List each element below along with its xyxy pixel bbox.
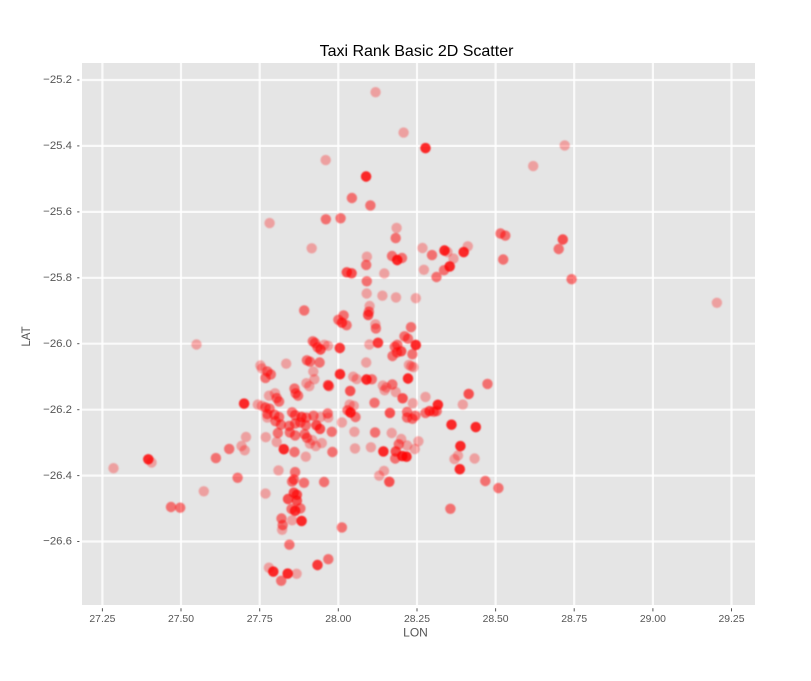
svg-text:LON: LON [403,626,428,640]
svg-text:−26.0: −26.0 [43,338,72,350]
svg-text:27.25: 27.25 [89,614,115,625]
svg-text:−25.2: −25.2 [43,74,72,86]
svg-text:Taxi Rank Basic 2D Scatter: Taxi Rank Basic 2D Scatter [320,43,515,60]
svg-text:−26.4: −26.4 [43,470,72,482]
svg-text:−25.6: −25.6 [43,206,72,218]
svg-text:LAT: LAT [21,326,33,346]
svg-text:29.25: 29.25 [718,614,744,625]
svg-text:28.75: 28.75 [561,614,587,625]
svg-text:−26.6: −26.6 [43,536,72,548]
svg-text:−26.2: −26.2 [43,404,72,416]
svg-text:28.50: 28.50 [483,614,509,625]
svg-text:−25.4: −25.4 [43,140,72,152]
svg-text:28.00: 28.00 [325,614,351,625]
svg-text:28.25: 28.25 [404,614,430,625]
svg-text:29.00: 29.00 [640,614,666,625]
svg-text:−25.8: −25.8 [43,272,72,284]
svg-text:27.50: 27.50 [168,614,194,625]
svg-text:27.75: 27.75 [247,614,273,625]
